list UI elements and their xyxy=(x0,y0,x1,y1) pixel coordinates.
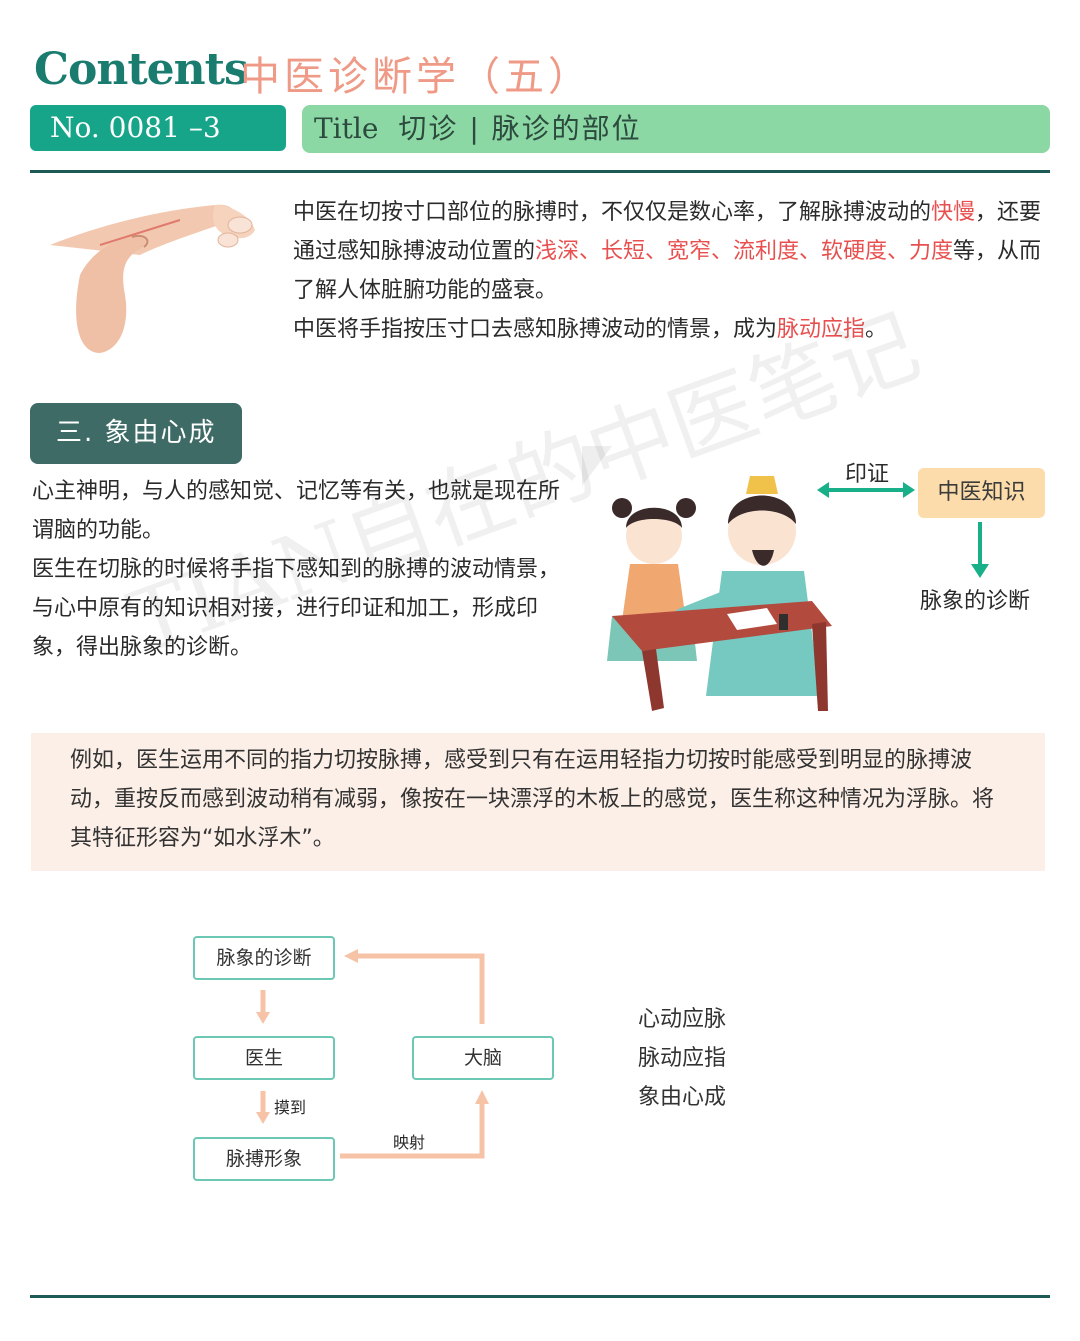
example-panel xyxy=(31,733,1045,871)
intro-text: 。 xyxy=(865,317,888,342)
highlight-speed: 快慢 xyxy=(931,200,976,225)
bottom-divider xyxy=(30,1295,1050,1298)
flow-map-label: 映射 xyxy=(393,1133,426,1152)
section-badge: 三. 象由心成 xyxy=(30,403,242,464)
title-word: Title xyxy=(314,112,379,145)
verify-label: 印证 xyxy=(845,462,890,487)
top-divider xyxy=(30,170,1050,173)
section-text-1: 心主神明，与人的感知觉、记忆等有关，也就是现在所谓脑的功能。 xyxy=(32,479,561,543)
flow-arrows xyxy=(256,949,489,1159)
example-text: 例如，医生运用不同的指力切按脉搏，感受到只有在运用轻指力切按时能感受到明显的脉搏… xyxy=(70,748,995,851)
summary-item: 脉动应指 xyxy=(638,1046,727,1071)
diagnosis-result-label: 脉象的诊断 xyxy=(920,589,1031,614)
flow-diagnosis-box: 脉象的诊断 xyxy=(193,936,335,980)
flow-touch-label: 摸到 xyxy=(274,1098,307,1117)
number-badge: No. 0081 –3 xyxy=(30,105,286,151)
intro-text: 等，从而了解人体脏腑功能的盛衰。 xyxy=(293,239,1042,303)
side-summary-list: 心动应脉 脉动应指 象由心成 xyxy=(638,1000,726,1117)
summary-item: 象由心成 xyxy=(638,1085,727,1110)
section-text-2: 医生在切脉的时候将手指下感知到的脉搏的波动情景，与心中原有的知识相对接，进行印证… xyxy=(32,557,561,660)
flow-pulse-image-box: 脉搏形象 xyxy=(193,1137,335,1181)
highlight-pulse-finger: 脉动应指 xyxy=(777,317,866,342)
section-paragraph: 心主神明，与人的感知觉、记忆等有关，也就是现在所谓脑的功能。 医生在切脉的时候将… xyxy=(32,472,560,667)
double-arrow-icon xyxy=(817,482,915,498)
main-title: 中医诊断学（五） xyxy=(240,54,592,100)
doctor-scene-illustration xyxy=(582,446,832,711)
title-bar: Title 切诊 | 脉诊的部位 xyxy=(302,105,1050,153)
down-arrow-icon xyxy=(971,522,989,578)
highlight-pulse-features: 浅深、长短、宽窄、流利度、软硬度、力度 xyxy=(535,239,954,264)
intro-text: 中医将手指按压寸口去感知脉搏波动的情景，成为 xyxy=(293,317,778,342)
flow-brain-box: 大脑 xyxy=(412,1036,554,1080)
intro-text: 中医在切按寸口部位的脉搏时，不仅仅是数心率，了解脉搏波动的 xyxy=(293,200,932,225)
pulse-taking-hand-illustration xyxy=(50,204,255,353)
intro-text: ，还要通过感知脉搏波动位置的 xyxy=(293,200,1042,264)
flow-doctor-box: 医生 xyxy=(193,1036,335,1080)
title-text: 切诊 | 脉诊的部位 xyxy=(398,112,642,145)
summary-item: 心动应脉 xyxy=(638,1007,727,1032)
number-label: No. 0081 –3 xyxy=(50,111,221,144)
intro-paragraph: 中医在切按寸口部位的脉搏时，不仅仅是数心率，了解脉搏波动的快慢，还要通过感知脉搏… xyxy=(293,193,1058,349)
section-title: 三. 象由心成 xyxy=(56,418,217,448)
tcm-knowledge-box: 中医知识 xyxy=(918,468,1045,518)
contents-heading: Contents xyxy=(34,44,249,95)
